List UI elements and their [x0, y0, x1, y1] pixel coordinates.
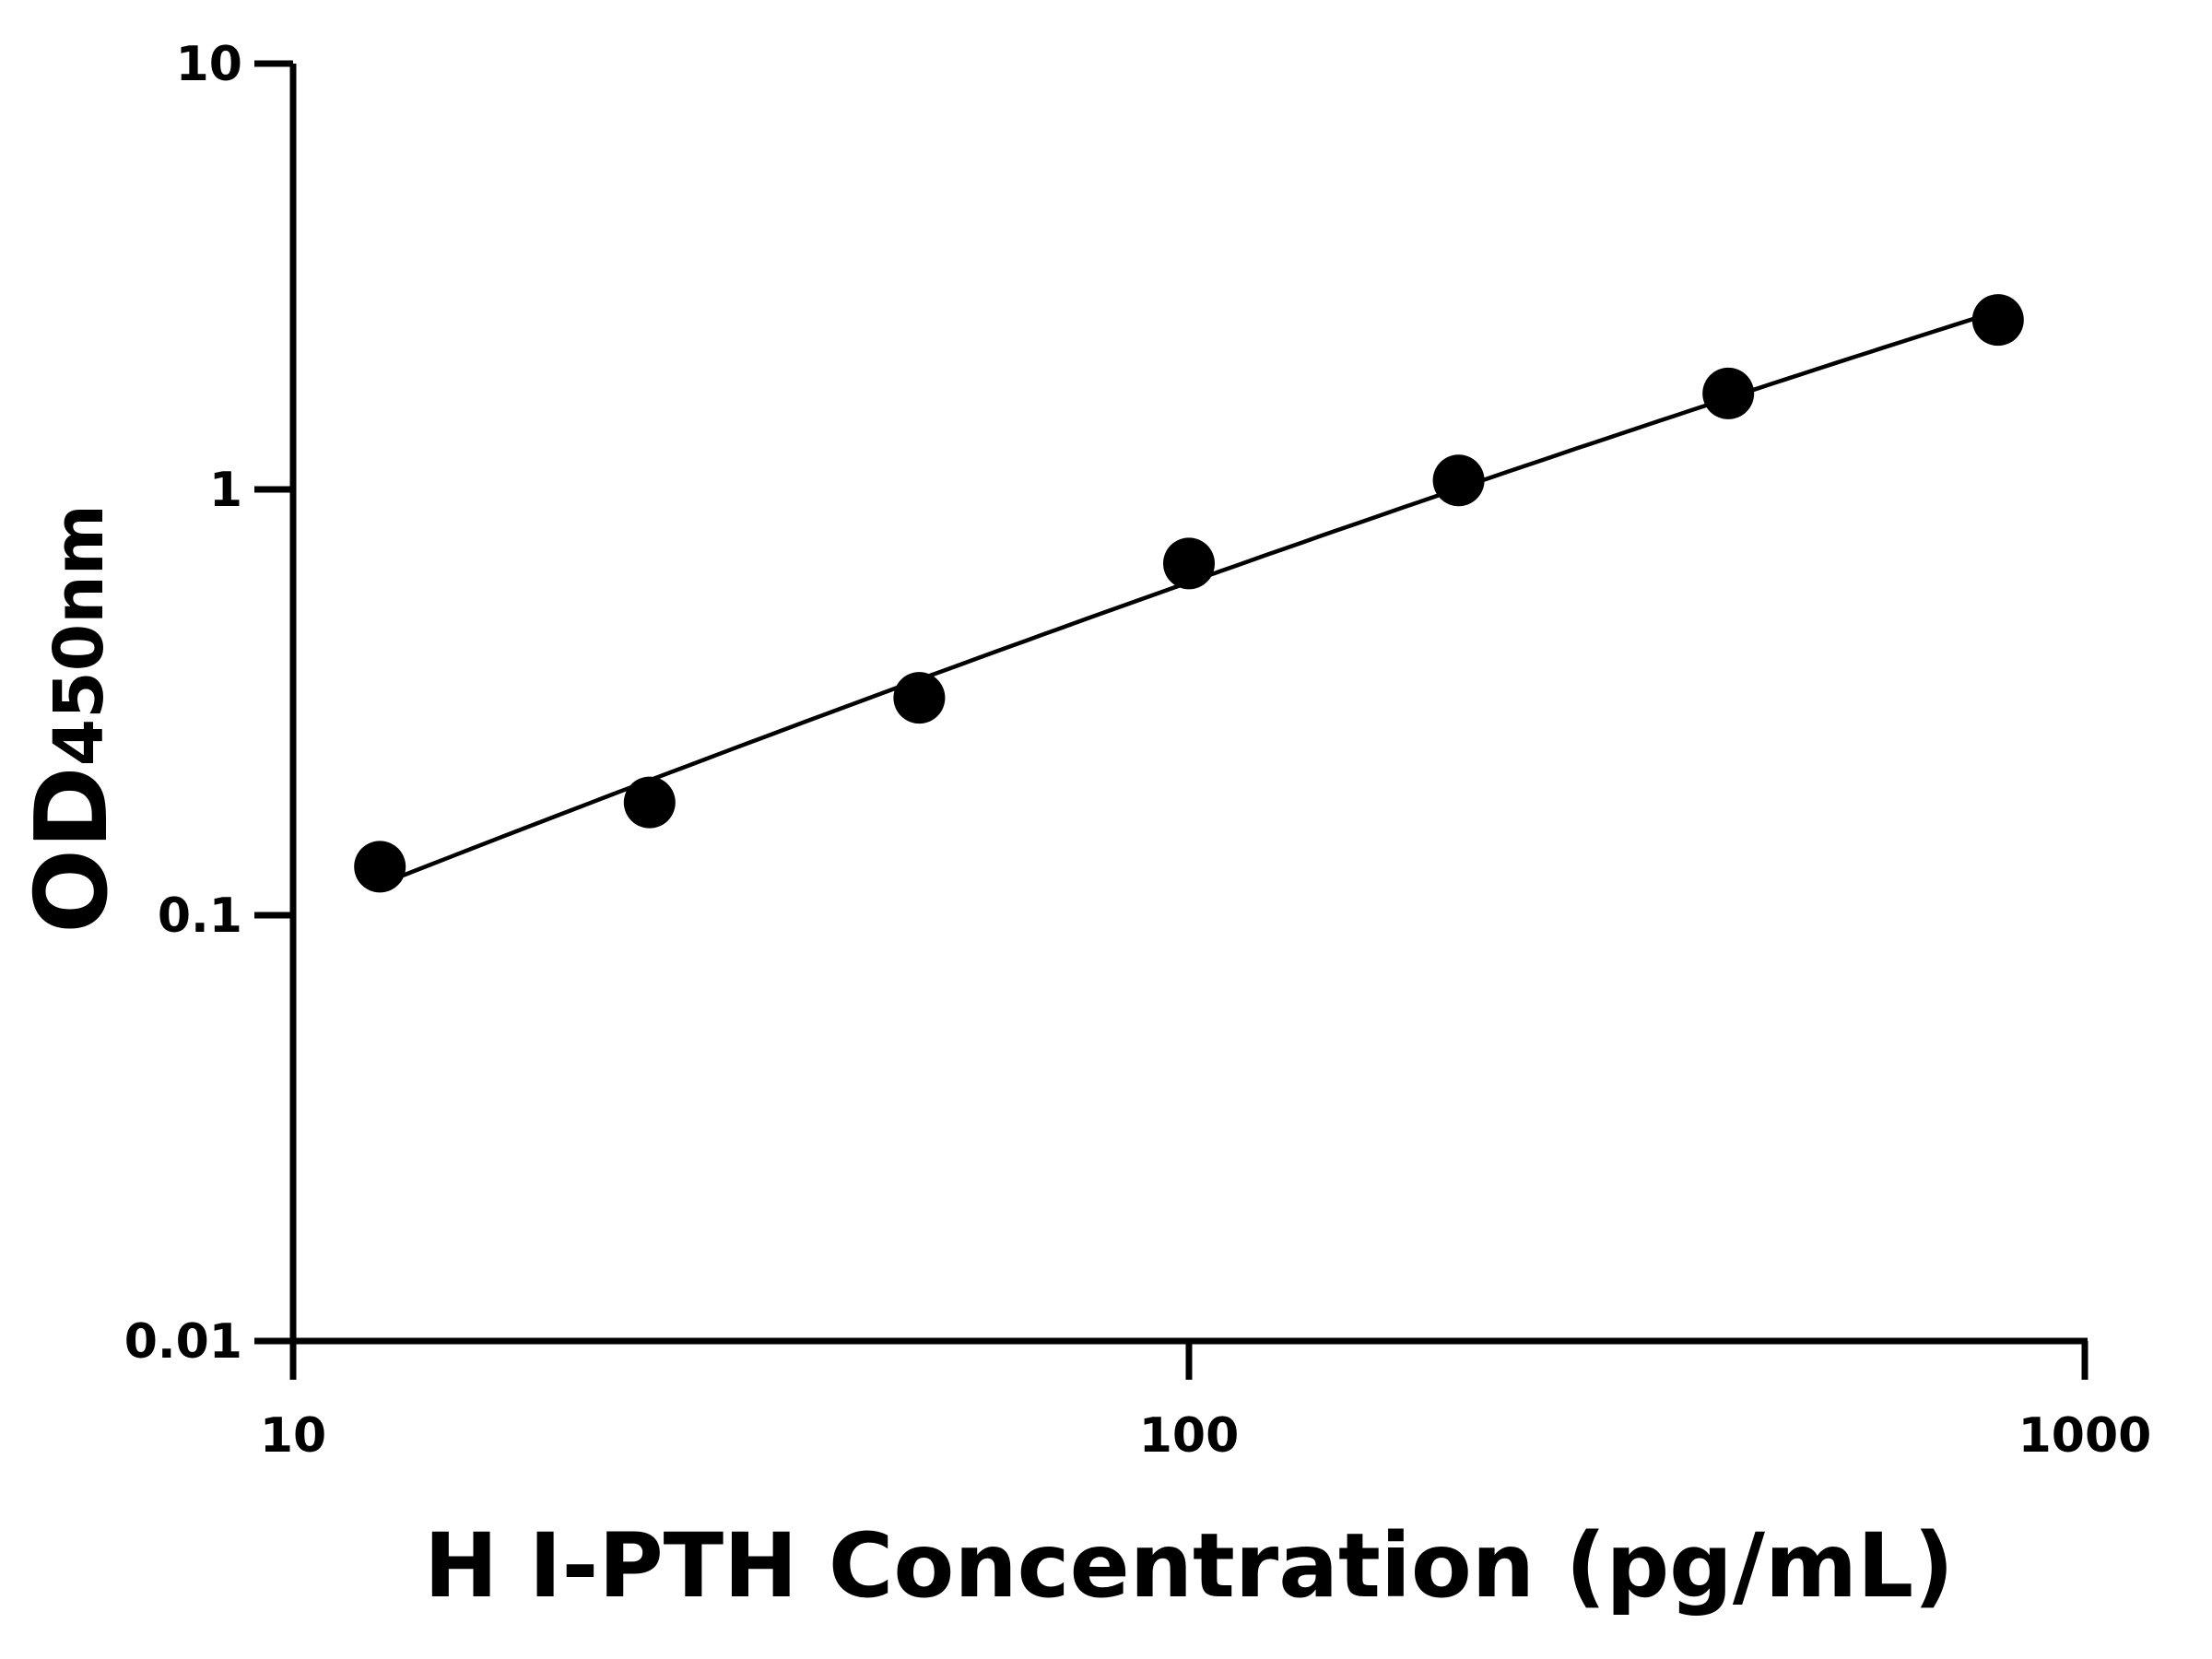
axes [289, 64, 2088, 1345]
y-axis-title: OD450nm [15, 504, 130, 934]
y-tick-label: 1 [209, 463, 242, 518]
data-point [1163, 537, 1215, 590]
data-point [623, 776, 676, 829]
data-point [1702, 367, 1755, 419]
data-point [1432, 454, 1485, 507]
data-point [354, 841, 406, 893]
y-axis-title-main: OD [15, 766, 130, 933]
x-axis-title: H I-PTH Concentration (pg/mL) [424, 1514, 1954, 1618]
data-point [893, 672, 946, 724]
x-tick-label: 1000 [2018, 1408, 2152, 1464]
y-tick-label: 10 [176, 37, 242, 92]
data-points [354, 294, 2024, 893]
x-tick-label: 100 [1139, 1408, 1240, 1464]
y-axis-title-subscript: 450nm [40, 504, 119, 766]
y-tick-label: 0.1 [158, 888, 242, 944]
y-tick-label: 0.01 [124, 1314, 242, 1370]
data-point [1971, 294, 2024, 347]
ticks: 10 100 1000 0.01 0.1 1 10 [124, 37, 2152, 1464]
fit-curve [379, 309, 1999, 887]
x-tick-label: 10 [260, 1408, 326, 1464]
